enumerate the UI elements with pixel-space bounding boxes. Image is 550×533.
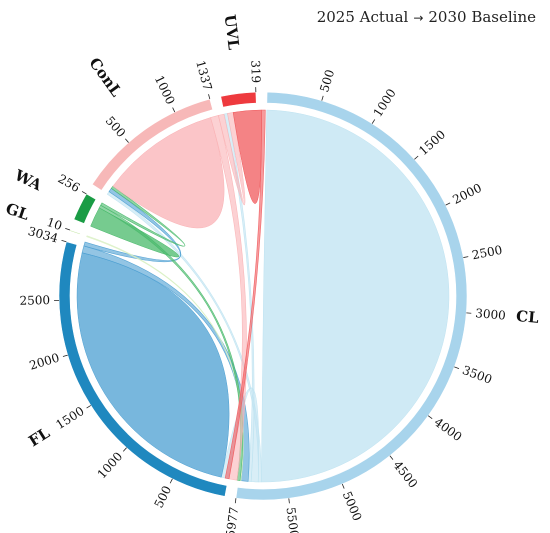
group-label-wa: WA bbox=[11, 166, 45, 195]
group-label-gl: GL bbox=[3, 199, 31, 224]
tick-label-cl-3500: 3500 bbox=[460, 363, 494, 387]
tick-label-fl-2500: 2500 bbox=[19, 293, 50, 308]
tick-cl-3500 bbox=[454, 366, 460, 370]
ribbon-wa-cl bbox=[98, 204, 244, 481]
ribbon-uvl-cl bbox=[224, 109, 266, 480]
tick-label-cl-1500: 1500 bbox=[416, 127, 448, 158]
ribbon-conl-uvl bbox=[217, 112, 246, 206]
title-from: 2025 Actual bbox=[316, 8, 409, 26]
tick-fl-2000 bbox=[62, 354, 68, 357]
tick-label-wa-256: 256 bbox=[56, 171, 83, 195]
tick-conl-500 bbox=[124, 138, 129, 143]
tick-label-fl-2000: 2000 bbox=[28, 351, 61, 373]
tick-label-cl-5977: 5977 bbox=[223, 506, 241, 533]
tick-label-fl-1500: 1500 bbox=[53, 404, 86, 432]
tick-cl-2000 bbox=[445, 202, 451, 206]
tick-gl-10 bbox=[65, 227, 71, 231]
tick-cl-1500 bbox=[414, 155, 419, 160]
tick-label-uvl-319: 319 bbox=[248, 60, 263, 83]
arc-wa bbox=[73, 193, 97, 224]
tick-label-conl-500: 500 bbox=[103, 114, 129, 140]
tick-cl-5977 bbox=[234, 498, 237, 504]
group-label-uvl: UVL bbox=[221, 14, 243, 52]
tick-label-conl-1337: 1337 bbox=[193, 59, 214, 92]
title-to: 2030 Baseline bbox=[428, 8, 536, 26]
tick-label-cl-3000: 3000 bbox=[475, 306, 507, 322]
ribbon-fl-fl bbox=[76, 252, 230, 478]
tick-label-cl-5000: 5000 bbox=[340, 489, 365, 523]
tick-label-cl-2500: 2500 bbox=[471, 243, 504, 263]
tick-label-fl-500: 500 bbox=[152, 484, 175, 511]
ribbon-fl-cl bbox=[81, 245, 250, 482]
tick-cl-5000 bbox=[341, 483, 345, 489]
tick-conl-1337 bbox=[208, 94, 211, 100]
tick-label-cl-1000: 1000 bbox=[371, 86, 399, 119]
ribbon-gl-cl bbox=[86, 235, 244, 482]
tick-label-cl-4000: 4000 bbox=[432, 415, 465, 444]
arc-conl bbox=[91, 98, 214, 191]
tick-cl-5500 bbox=[288, 498, 290, 504]
tick-cl-2500 bbox=[463, 256, 469, 258]
arc-fl bbox=[58, 241, 228, 497]
arc-gl bbox=[69, 229, 81, 235]
tick-fl-1500 bbox=[86, 405, 92, 409]
arc-cl bbox=[235, 91, 468, 501]
group-label-cl: CL bbox=[515, 307, 539, 327]
chord-ribbons bbox=[76, 109, 450, 483]
tick-cl-4000 bbox=[427, 415, 433, 419]
tick-fl-500 bbox=[169, 478, 173, 484]
tick-wa-256 bbox=[81, 191, 87, 195]
tick-label-gl-10: 10 bbox=[45, 215, 64, 233]
tick-conl-1000 bbox=[172, 107, 176, 113]
chart-title: 2025 Actual → 2030 Baseline bbox=[317, 8, 536, 26]
tick-label-cl-500: 500 bbox=[317, 68, 337, 94]
tick-label-fl-1000: 1000 bbox=[95, 449, 126, 481]
group-label-conl: ConL bbox=[85, 54, 125, 100]
tick-cl-500 bbox=[321, 95, 324, 101]
ribbon-uvl-uvl bbox=[232, 109, 262, 204]
arrow-icon: → bbox=[413, 11, 424, 25]
tick-label-cl-2000: 2000 bbox=[450, 181, 484, 207]
group-label-fl: FL bbox=[25, 424, 53, 451]
ribbon-conl-cl bbox=[210, 115, 247, 481]
group-arcs bbox=[58, 91, 468, 501]
tick-label-conl-1000: 1000 bbox=[152, 73, 178, 107]
tick-cl-1000 bbox=[371, 119, 376, 124]
tick-fl-1000 bbox=[122, 447, 127, 452]
tick-label-cl-4500: 4500 bbox=[390, 458, 420, 491]
ribbon-fl-conl bbox=[83, 187, 182, 263]
ribbon-conl-conl bbox=[112, 117, 225, 229]
tick-fl-3034 bbox=[61, 240, 67, 243]
ribbon-wa-conl bbox=[100, 185, 186, 247]
ribbon-cl-cl bbox=[261, 109, 450, 483]
tick-label-cl-5500: 5500 bbox=[283, 506, 301, 533]
tick-cl-4500 bbox=[389, 455, 394, 460]
arc-uvl bbox=[220, 91, 257, 108]
